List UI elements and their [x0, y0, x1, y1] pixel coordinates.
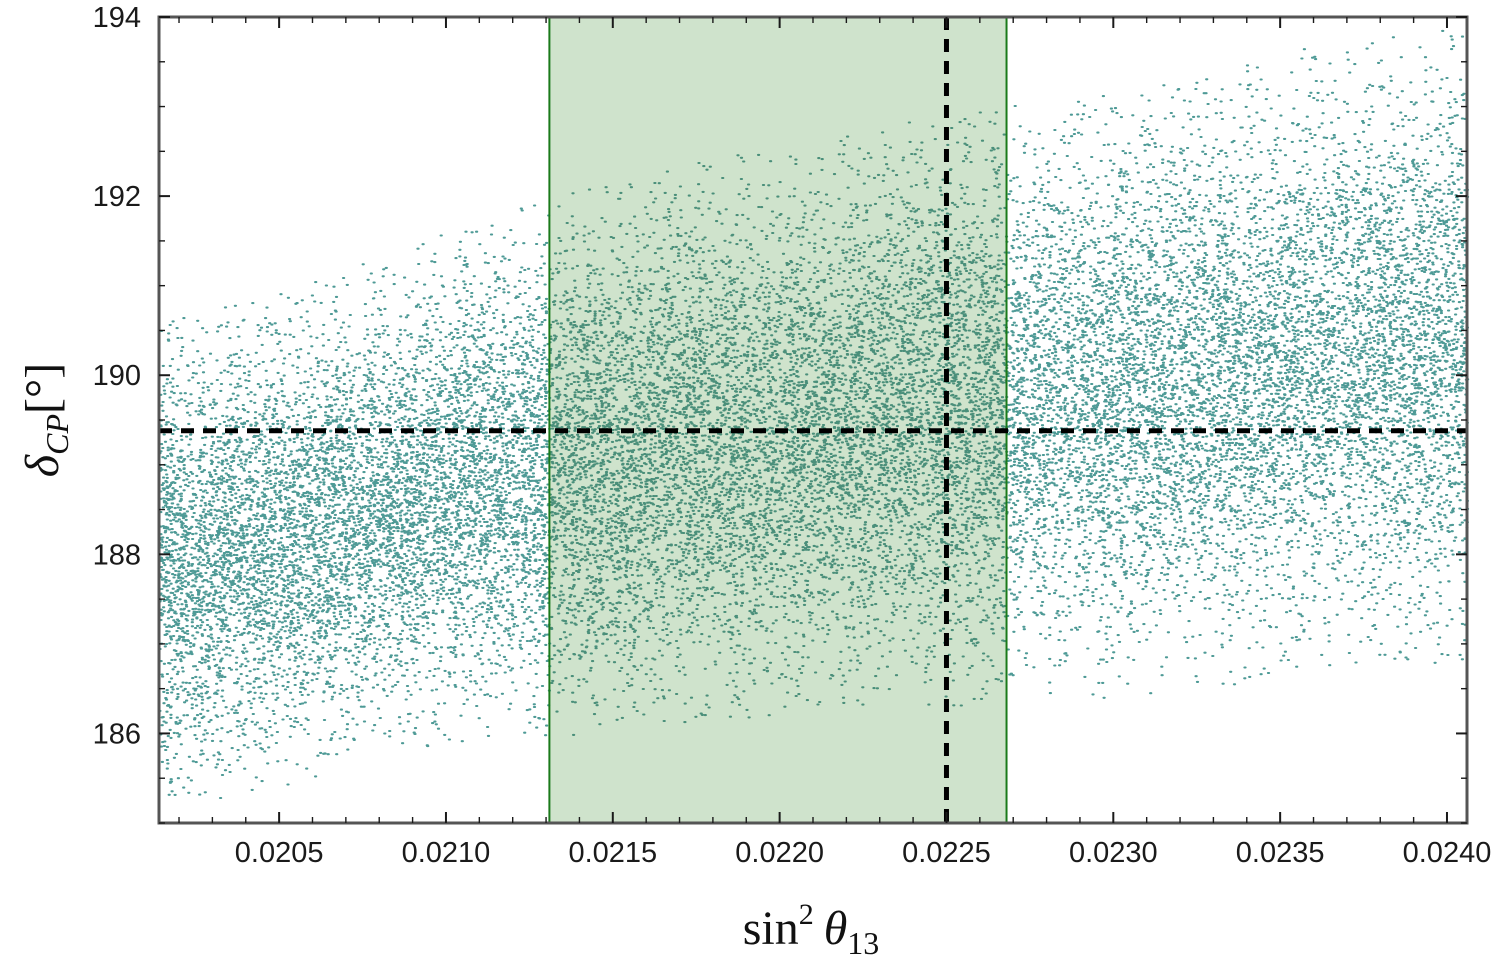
axis-ticks: [159, 16, 1467, 824]
y-tick-label: 188: [93, 539, 141, 571]
x-axis-title-base: sin: [743, 902, 799, 955]
x-tick-label: 0.0210: [402, 837, 491, 869]
x-tick-label: 0.0240: [1403, 837, 1492, 869]
reference-lines: [159, 17, 1467, 823]
x-axis-title-sub: 13: [847, 925, 879, 961]
x-tick-label: 0.0215: [568, 837, 657, 869]
y-tick-label: 194: [93, 2, 141, 34]
scatter-points-layer: [157, 17, 1470, 823]
x-tick-label: 0.0205: [235, 837, 324, 869]
x-tick-labels: 0.0205 0.0210 0.0215 0.0220 0.0225 0.0230 0.02…: [235, 837, 1492, 869]
y-axis-title-sub: CP: [39, 414, 75, 455]
y-axis-title: δCP[°]: [16, 363, 75, 477]
band-edges: [548, 17, 1008, 823]
x-tick-label: 0.0230: [1069, 837, 1158, 869]
x-tick-label: 0.0225: [902, 837, 991, 869]
x-axis-title-symbol: θ: [824, 902, 848, 955]
y-axis-title-unit: [°]: [16, 363, 69, 414]
y-tick-labels: 186 188 190 192 194: [93, 2, 141, 750]
y-axis-title-symbol: δ: [16, 454, 69, 477]
y-tick-label: 186: [93, 718, 141, 750]
x-tick-label: 0.0235: [1236, 837, 1325, 869]
scatter-points-in-band: [548, 111, 1009, 736]
x-tick-label: 0.0220: [735, 837, 824, 869]
y-tick-label: 190: [93, 360, 141, 392]
y-tick-label: 192: [93, 181, 141, 213]
x-axis-title: sin2 θ13: [743, 898, 880, 961]
x-axis-title-sup: 2: [799, 898, 814, 931]
